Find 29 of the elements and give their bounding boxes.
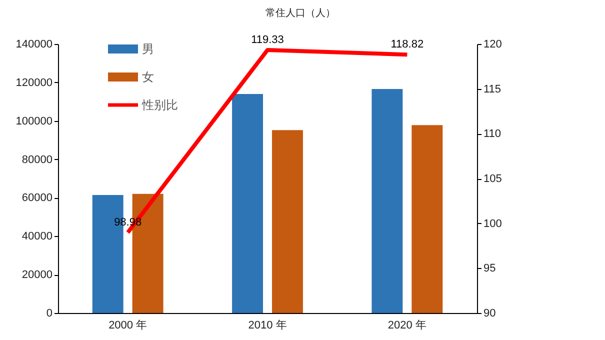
data-label: 118.82 [390, 38, 424, 51]
x-tick-label: 2000 年 [108, 320, 148, 332]
bar [232, 94, 264, 313]
y2-tick-label: 120 [484, 38, 502, 50]
y-tick-label: 120000 [16, 76, 52, 89]
y-tick-label: 60000 [22, 192, 52, 204]
y-tick-label: 140000 [16, 38, 52, 50]
y-tick-label: 100000 [16, 115, 52, 128]
y2-tick-label: 115 [484, 83, 502, 96]
bar [372, 88, 403, 313]
bar [272, 130, 303, 313]
x-tick-label: 2010 年 [248, 320, 287, 332]
y-tick-label: 20000 [22, 269, 52, 282]
data-label: 98.98 [114, 216, 142, 228]
y-tick-label: 40000 [22, 230, 52, 243]
y2-tick-label: 95 [484, 262, 496, 275]
bar [412, 125, 443, 313]
legend-label: 女 [142, 70, 154, 84]
y-tick-label: 0 [46, 308, 52, 320]
data-label: 119.33 [251, 34, 284, 46]
y-tick-label: 80000 [22, 154, 52, 166]
y2-tick-label: 105 [484, 173, 502, 185]
legend-label: 男 [142, 42, 154, 56]
y2-tick-label: 90 [484, 308, 496, 320]
y2-tick-label: 110 [484, 128, 502, 140]
legend-label: 性别比 [141, 98, 178, 112]
x-tick-label: 2020 年 [388, 320, 426, 332]
chart-title: 常住人口（人） [266, 7, 336, 19]
y2-tick-label: 100 [484, 218, 502, 230]
